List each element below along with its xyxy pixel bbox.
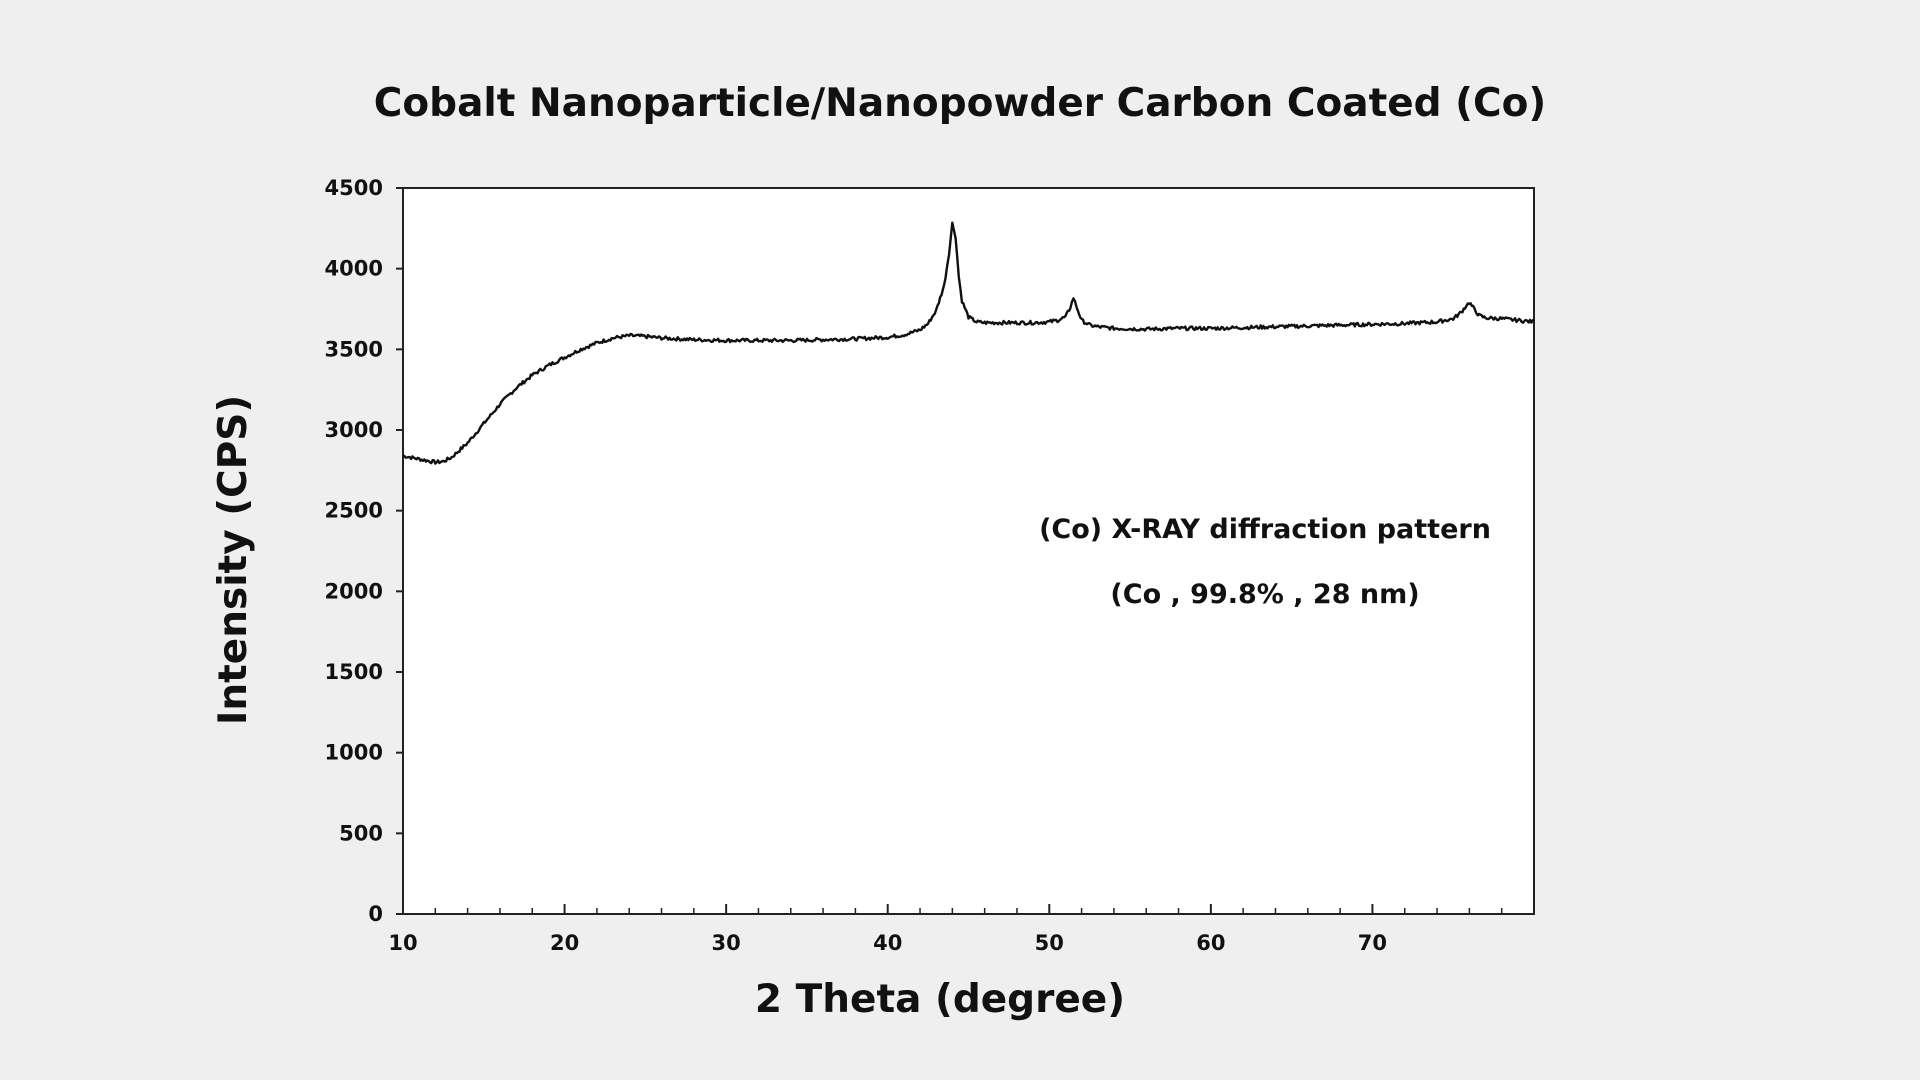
x-tick-label: 50 (1035, 931, 1064, 955)
x-tick-label: 60 (1196, 931, 1225, 955)
annotation-sample-info: (Co , 99.8% , 28 nm) (1110, 579, 1419, 610)
xrd-pattern-line (402, 221, 1535, 465)
y-tick-label: 500 (339, 821, 383, 845)
y-tick-label: 1000 (325, 741, 383, 765)
annotation-pattern-label: (Co) X-RAY diffraction pattern (1039, 514, 1491, 545)
y-tick-label: 2500 (325, 499, 383, 523)
y-axis-ticks: 0 500 1000 1500 2000 2500 3000 3500 4000 4500 (325, 176, 403, 926)
y-axis-label: Intensity (CPS) (211, 395, 256, 725)
y-tick-label: 4000 (325, 257, 383, 281)
x-tick-label: 20 (550, 931, 579, 955)
y-tick-label: 2000 (325, 579, 383, 603)
x-axis-ticks: 10 20 30 40 50 60 70 (388, 904, 1503, 955)
y-tick-label: 1500 (325, 660, 383, 684)
y-tick-label: 3500 (325, 337, 383, 361)
x-tick-label: 30 (712, 931, 741, 955)
y-tick-label: 3000 (325, 418, 383, 442)
x-tick-label: 10 (388, 931, 417, 955)
x-axis-label: 2 Theta (degree) (755, 977, 1125, 1022)
y-tick-label: 4500 (325, 176, 383, 200)
plot-frame (402, 187, 1535, 915)
y-tick-label: 0 (368, 902, 383, 926)
x-tick-label: 70 (1358, 931, 1387, 955)
chart-title: Cobalt Nanoparticle/Nanopowder Carbon Co… (374, 81, 1546, 126)
x-tick-label: 40 (873, 931, 902, 955)
